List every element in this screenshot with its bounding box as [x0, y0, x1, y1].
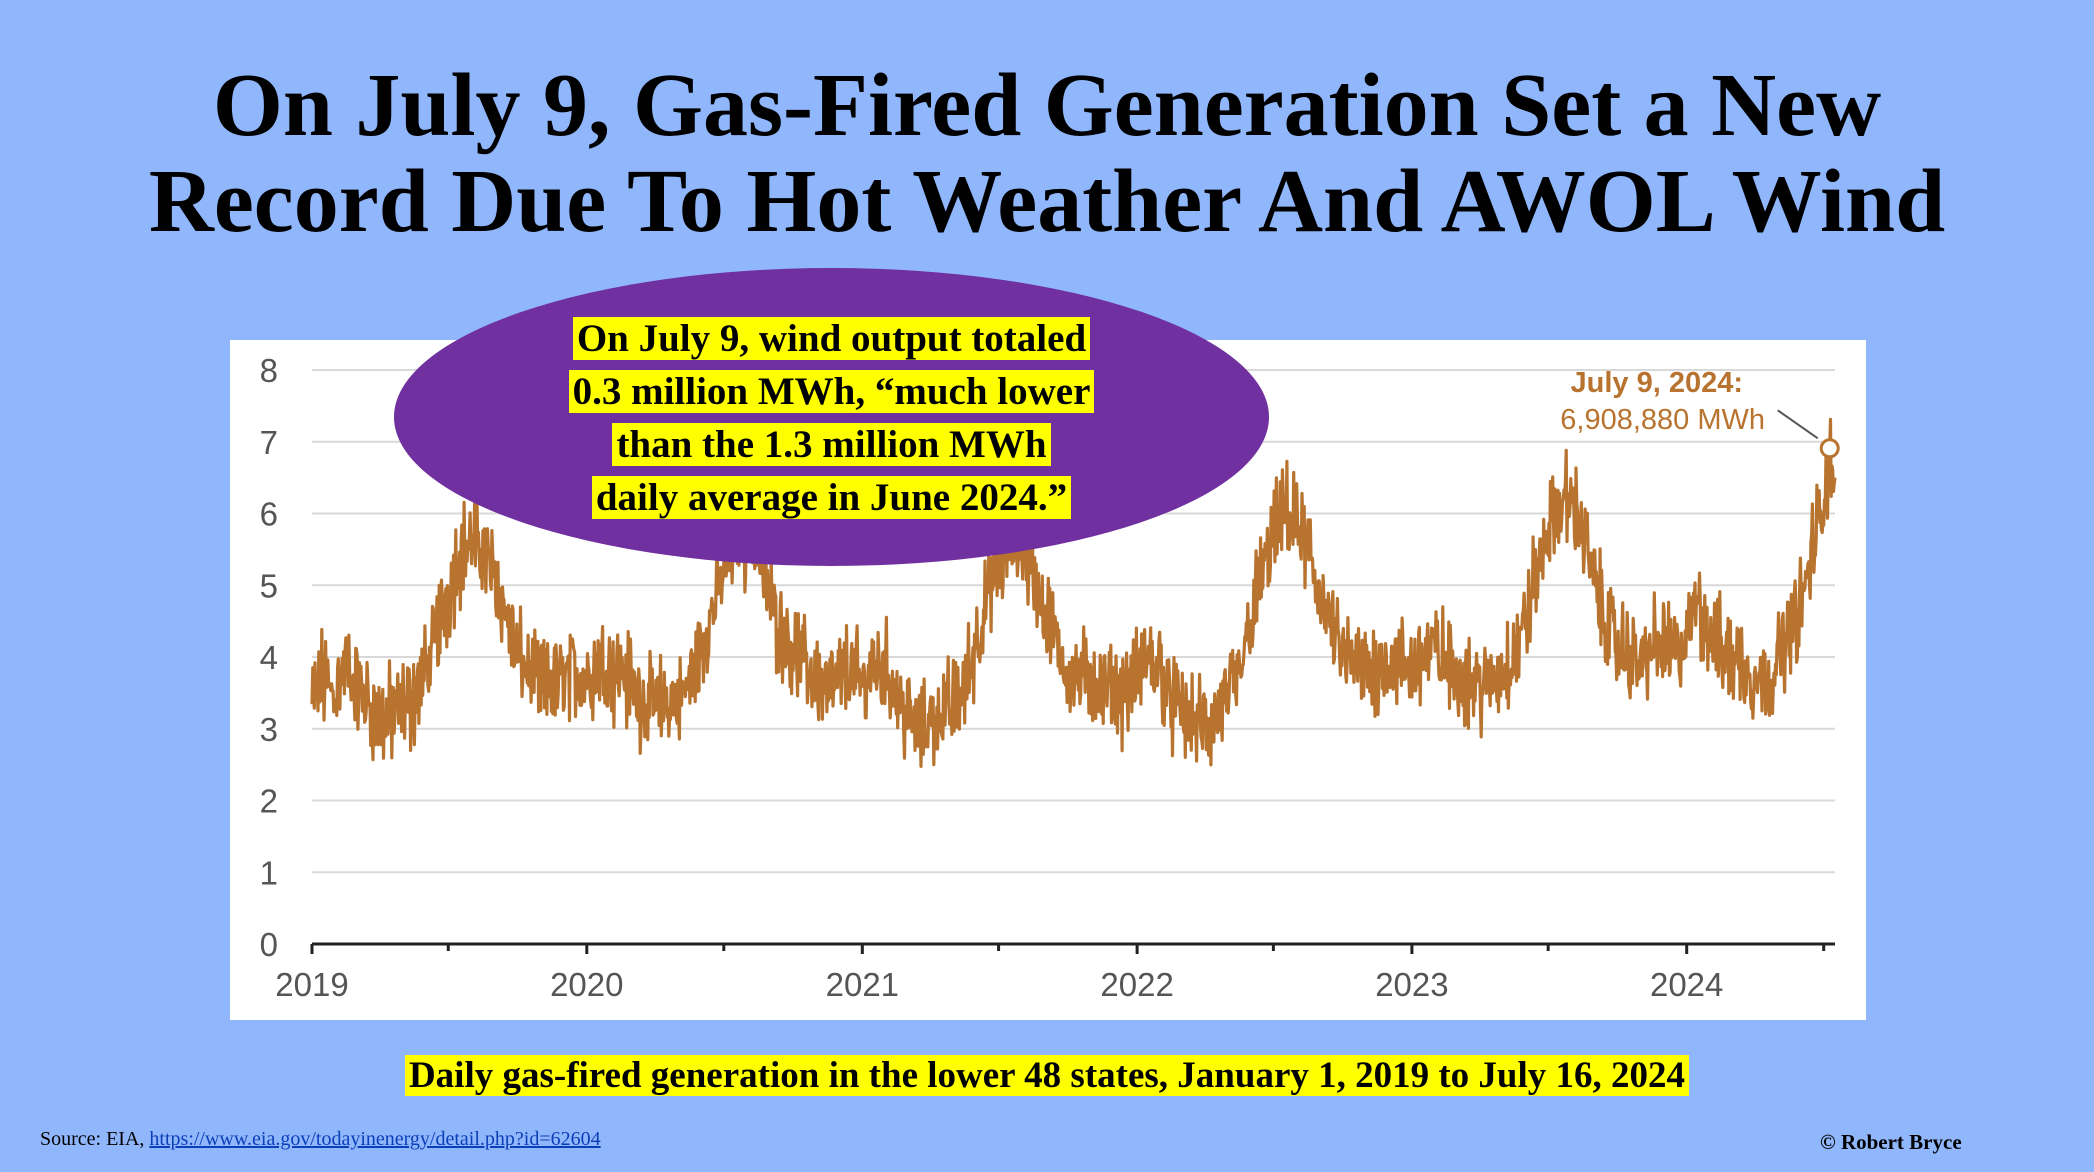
callout-line-3: than the 1.3 million MWh — [612, 423, 1051, 466]
series-layer — [310, 417, 1837, 768]
chart-caption-text: Daily gas-fired generation in the lower … — [404, 1055, 1690, 1096]
x-tick-label: 2019 — [275, 966, 348, 1003]
annotation-layer: July 9, 2024: 6,908,880 MWh — [1560, 367, 1840, 459]
wind-output-callout-text: On July 9, wind output totaled 0.3 milli… — [394, 312, 1269, 524]
x-tick-label: 2023 — [1375, 966, 1448, 1003]
source-link[interactable]: https://www.eia.gov/todayinenergy/detail… — [149, 1128, 601, 1150]
copyright: © Robert Bryce — [1820, 1130, 1962, 1154]
source-note: Source: EIA, https://www.eia.gov/todayin… — [40, 1128, 601, 1151]
slide-title: On July 9, Gas-Fired Generation Set a Ne… — [0, 58, 2094, 250]
y-tick-label: 7 — [260, 424, 278, 461]
x-tick-label: 2022 — [1100, 966, 1173, 1003]
axis-layer: 0 1 2 3 4 5 6 7 8 2019 2020 2021 2022 2023 2024 — [260, 352, 1835, 1003]
annotation-label-date: July 9, 2024: — [1571, 367, 1744, 399]
annotation-leader-line — [1777, 409, 1819, 440]
record-point-marker — [1819, 438, 1840, 459]
source-prefix: Source: EIA, — [40, 1128, 150, 1150]
annotation-label-value: 6,908,880 MWh — [1560, 404, 1765, 436]
callout-line-1: On July 9, wind output totaled — [572, 317, 1091, 360]
y-tick-label: 5 — [260, 567, 278, 604]
callout-line-2: 0.3 million MWh, “much lower — [568, 370, 1095, 413]
slide-title-line-2: Record Due To Hot Weather And AWOL Wind — [148, 152, 1946, 251]
chart-caption: Daily gas-fired generation in the lower … — [0, 1052, 2094, 1100]
y-tick-label: 4 — [260, 639, 278, 676]
x-tick-label: 2020 — [550, 966, 623, 1003]
callout-line-4: daily average in June 2024.” — [591, 476, 1072, 519]
x-tick-label: 2021 — [826, 966, 899, 1003]
series-line-gas-generation — [310, 417, 1837, 768]
y-tick-label: 1 — [260, 854, 278, 891]
y-tick-label: 2 — [260, 783, 278, 820]
slide-title-line-1: On July 9, Gas-Fired Generation Set a Ne… — [212, 56, 1882, 155]
y-tick-label: 8 — [260, 352, 278, 389]
x-tick-label: 2024 — [1650, 966, 1723, 1003]
y-tick-label: 6 — [260, 496, 278, 533]
y-tick-label: 3 — [260, 711, 278, 748]
y-tick-label: 0 — [260, 926, 278, 963]
